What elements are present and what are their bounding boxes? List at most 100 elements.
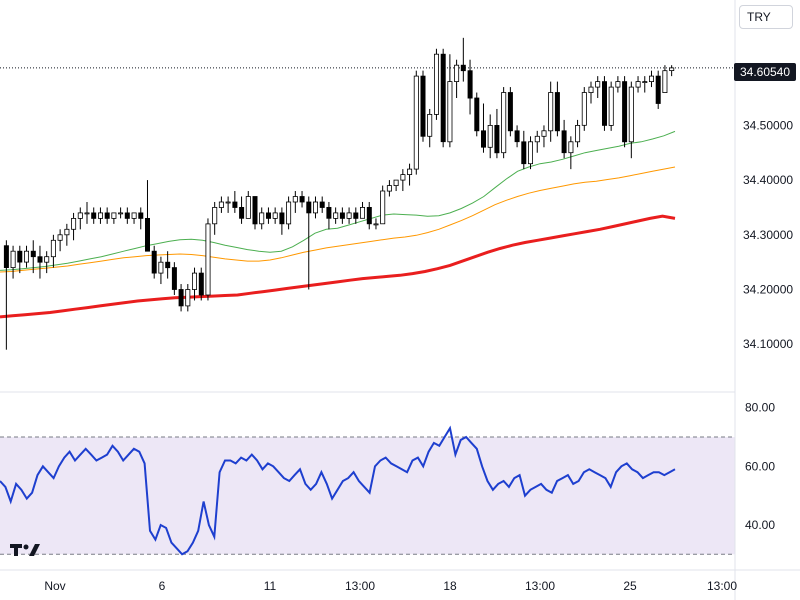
candle[interactable] xyxy=(561,119,567,159)
candle[interactable] xyxy=(575,119,581,148)
candle[interactable] xyxy=(30,240,36,274)
candle[interactable] xyxy=(292,191,298,213)
candle[interactable] xyxy=(265,207,271,224)
candle[interactable] xyxy=(191,267,197,301)
candle[interactable] xyxy=(239,196,245,224)
candle[interactable] xyxy=(353,207,359,224)
candle[interactable] xyxy=(178,284,184,312)
candle[interactable] xyxy=(386,180,392,197)
candle[interactable] xyxy=(622,76,628,148)
rsi-pane[interactable] xyxy=(0,425,735,556)
candle[interactable] xyxy=(393,179,399,192)
price-pane[interactable] xyxy=(0,37,735,350)
candle[interactable] xyxy=(185,284,191,312)
candle[interactable] xyxy=(662,65,668,93)
candle[interactable] xyxy=(628,81,634,159)
candle[interactable] xyxy=(649,70,655,88)
candle[interactable] xyxy=(198,267,204,301)
candle[interactable] xyxy=(454,59,460,99)
candle[interactable] xyxy=(158,256,164,285)
candle[interactable] xyxy=(71,212,77,241)
candle[interactable] xyxy=(615,76,621,93)
candle[interactable] xyxy=(64,223,70,246)
candle[interactable] xyxy=(467,59,473,115)
candle[interactable] xyxy=(232,191,238,213)
candle[interactable] xyxy=(171,262,177,295)
candle[interactable] xyxy=(44,251,50,274)
currency-selector-button[interactable]: TRY xyxy=(739,5,793,29)
candle[interactable] xyxy=(487,114,493,159)
candle[interactable] xyxy=(413,70,419,175)
candle[interactable] xyxy=(57,229,63,252)
candle[interactable] xyxy=(299,191,305,208)
candle[interactable] xyxy=(427,108,433,148)
candle[interactable] xyxy=(400,169,406,192)
candle[interactable] xyxy=(326,201,332,230)
candle[interactable] xyxy=(474,92,480,137)
candle[interactable] xyxy=(151,245,157,279)
candle[interactable] xyxy=(3,240,9,350)
candle[interactable] xyxy=(366,201,372,230)
candle[interactable] xyxy=(111,212,117,224)
candle[interactable] xyxy=(339,207,345,224)
candle[interactable] xyxy=(279,207,285,235)
candle[interactable] xyxy=(635,76,641,93)
candle[interactable] xyxy=(655,70,661,109)
candle[interactable] xyxy=(98,207,104,224)
candle[interactable] xyxy=(252,196,258,230)
candle[interactable] xyxy=(548,81,554,142)
candle[interactable] xyxy=(669,65,675,77)
candle[interactable] xyxy=(138,207,144,230)
candle[interactable] xyxy=(595,76,601,99)
candle[interactable] xyxy=(501,87,507,159)
candle[interactable] xyxy=(541,125,547,148)
candle[interactable] xyxy=(480,103,486,153)
candle[interactable] xyxy=(333,207,339,224)
candle[interactable] xyxy=(306,196,312,290)
candle[interactable] xyxy=(514,125,520,148)
candle[interactable] xyxy=(272,207,278,224)
candle[interactable] xyxy=(10,245,16,279)
candle[interactable] xyxy=(460,37,466,82)
candle[interactable] xyxy=(447,54,453,148)
candle[interactable] xyxy=(602,76,608,131)
candle[interactable] xyxy=(144,180,150,252)
candle[interactable] xyxy=(17,245,23,274)
candle[interactable] xyxy=(286,196,292,230)
candle[interactable] xyxy=(642,76,648,93)
candle[interactable] xyxy=(581,87,587,131)
candle[interactable] xyxy=(77,207,83,230)
candle[interactable] xyxy=(312,196,318,219)
candle[interactable] xyxy=(568,136,574,170)
candle[interactable] xyxy=(319,196,325,213)
candle[interactable] xyxy=(528,136,534,170)
candle[interactable] xyxy=(91,207,97,224)
candle[interactable] xyxy=(218,196,224,213)
candle[interactable] xyxy=(588,81,594,104)
candle[interactable] xyxy=(420,70,426,142)
candle[interactable] xyxy=(84,201,90,224)
candle[interactable] xyxy=(507,87,513,137)
candle[interactable] xyxy=(440,48,446,148)
candle[interactable] xyxy=(37,245,43,279)
candle[interactable] xyxy=(118,207,124,219)
candle[interactable] xyxy=(124,207,130,224)
candle[interactable] xyxy=(225,196,231,213)
candle[interactable] xyxy=(23,245,29,268)
candle[interactable] xyxy=(205,218,211,301)
candle[interactable] xyxy=(346,207,352,224)
candle[interactable] xyxy=(608,81,614,131)
tradingview-logo-icon[interactable] xyxy=(10,542,44,558)
candle[interactable] xyxy=(407,163,413,186)
candle[interactable] xyxy=(104,207,110,224)
candle[interactable] xyxy=(554,81,560,137)
candle[interactable] xyxy=(50,234,56,268)
candle[interactable] xyxy=(212,201,218,235)
candle[interactable] xyxy=(521,130,527,170)
candle[interactable] xyxy=(165,251,171,279)
candle[interactable] xyxy=(433,48,439,120)
candle[interactable] xyxy=(373,218,379,230)
candle[interactable] xyxy=(131,212,137,224)
candle[interactable] xyxy=(380,185,386,225)
